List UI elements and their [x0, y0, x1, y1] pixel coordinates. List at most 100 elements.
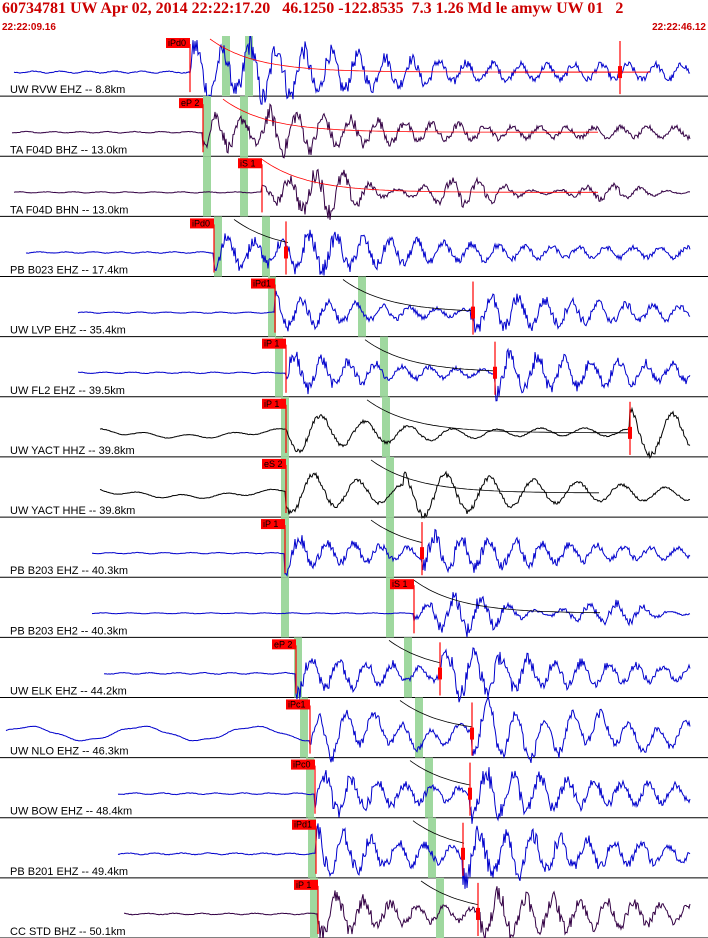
station-label: UW ELK EHZ -- 44.2km — [10, 685, 127, 697]
phase-pick-label: eS 2 — [264, 459, 283, 469]
trace-row[interactable]: eS 2 UW YACT HHE -- 39.8km — [0, 456, 708, 519]
coda-decay-curve — [342, 279, 476, 312]
seismogram-panel[interactable]: iPd0 UW RVW EHZ -- 8.8km eP 2 TA F04D BHZ -… — [0, 36, 708, 938]
waveform[interactable] — [5, 694, 691, 764]
phase-window-band — [436, 877, 444, 938]
trace-row[interactable]: iP 1 PB B203 EHZ -- 40.3km — [0, 517, 708, 578]
waveform[interactable] — [77, 347, 691, 402]
station-label: UW YACT HHZ -- 39.8km — [10, 445, 135, 457]
trace-row[interactable]: iS 1 PB B203 EH2 -- 40.3km — [0, 577, 708, 638]
coda-end-handle[interactable] — [284, 246, 288, 259]
phase-window-band — [404, 637, 412, 698]
phase-pick-flag[interactable] — [261, 519, 285, 530]
trace-row[interactable]: iS 1 TA F04D BHN -- 13.0km — [0, 156, 708, 220]
phase-pick-label: iPd0 — [192, 218, 210, 228]
phase-window-band — [380, 336, 388, 397]
coda-end-handle[interactable] — [493, 366, 497, 379]
phase-pick-flag[interactable] — [251, 278, 275, 289]
phase-window-band — [358, 276, 366, 337]
phase-window-band — [294, 637, 302, 698]
phase-pick-flag[interactable] — [294, 879, 318, 890]
phase-pick-flag[interactable] — [286, 699, 310, 710]
coda-decay-curve — [366, 399, 631, 434]
station-label: PB B203 EH2 -- 40.3km — [10, 625, 127, 637]
coda-end-handle[interactable] — [471, 306, 475, 319]
phase-pick-flag[interactable] — [262, 398, 286, 409]
phase-pick-flag[interactable] — [390, 579, 414, 590]
trace-row[interactable]: iPd0 PB B023 EHZ -- 17.4km — [0, 216, 708, 278]
coda-decay-curve — [364, 339, 498, 372]
trace-row[interactable]: iP 1 UW FL2 EHZ -- 39.5km — [0, 336, 708, 402]
station-label: UW RVW EHZ -- 8.8km — [10, 84, 125, 96]
phase-pick-flag[interactable] — [238, 158, 262, 169]
waveform[interactable] — [92, 528, 691, 578]
coda-end-handle[interactable] — [420, 547, 424, 560]
waveform[interactable] — [99, 470, 691, 519]
waveform[interactable] — [99, 406, 691, 459]
station-label: UW LVP EHZ -- 35.4km — [10, 325, 126, 337]
coda-decay-curve — [420, 880, 479, 905]
coda-end-handle[interactable] — [438, 667, 442, 680]
phase-pick-label: iS 1 — [392, 579, 408, 589]
coda-decay-curve — [261, 158, 598, 193]
phase-pick-flag[interactable] — [262, 338, 286, 349]
phase-window-band — [203, 96, 211, 157]
coda-decay-curve — [370, 519, 423, 543]
waveform[interactable] — [117, 767, 691, 824]
coda-end-handle[interactable] — [476, 907, 480, 920]
phase-window-band — [386, 517, 394, 578]
coda-end-handle[interactable] — [618, 66, 622, 79]
phase-pick-flag[interactable] — [272, 639, 296, 650]
trace-row[interactable]: iPc0 UW BOW EHZ -- 48.4km — [0, 757, 708, 824]
phase-pick-flag[interactable] — [291, 759, 315, 770]
event-title: 60734781 UW Apr 02, 2014 22:22:17.20 46.… — [2, 0, 624, 17]
phase-window-band — [203, 156, 211, 217]
station-label: UW BOW EHZ -- 48.4km — [10, 806, 132, 818]
window-start-time: 22:22:09.16 — [2, 22, 56, 33]
trace-row[interactable]: iPc1 UW NLO EHZ -- 46.3km — [0, 694, 708, 764]
station-label: CC STD BHZ -- 50.1km — [10, 926, 126, 938]
waveform[interactable] — [124, 886, 691, 938]
phase-window-band — [245, 36, 253, 97]
phase-pick-label: iP 1 — [264, 339, 279, 349]
waveform[interactable] — [25, 229, 691, 276]
trace-row[interactable]: iP 1 UW YACT HHZ -- 39.8km — [0, 396, 708, 459]
phase-window-band — [308, 817, 316, 878]
phase-window-band — [214, 216, 222, 277]
phase-window-band — [415, 697, 423, 758]
waveform[interactable] — [11, 103, 691, 159]
phase-window-band — [386, 456, 394, 518]
phase-pick-flag[interactable] — [179, 98, 203, 109]
trace-row[interactable]: eP 2 UW ELK EHZ -- 44.2km — [0, 637, 708, 703]
phase-window-band — [281, 577, 289, 638]
phase-pick-flag[interactable] — [292, 819, 316, 830]
waveform[interactable] — [117, 823, 691, 889]
phase-pick-flag[interactable] — [262, 458, 286, 469]
phase-window-band — [428, 817, 436, 878]
trace-row[interactable]: iPd1 UW LVP EHZ -- 35.4km — [0, 276, 708, 338]
trace-row[interactable]: iPd0 UW RVW EHZ -- 8.8km — [0, 36, 708, 105]
waveform[interactable] — [103, 647, 691, 703]
phase-pick-flag[interactable] — [190, 218, 214, 229]
waveform[interactable] — [13, 36, 691, 105]
coda-decay-curve — [222, 98, 598, 133]
coda-end-handle[interactable] — [461, 847, 465, 860]
waveform[interactable] — [13, 168, 691, 220]
coda-end-handle[interactable] — [468, 787, 472, 800]
trace-row[interactable]: iPd1 PB B201 EHZ -- 49.4km — [0, 817, 708, 889]
trace-row[interactable]: iP 1 CC STD BHZ -- 50.1km — [0, 877, 708, 938]
coda-decay-curve — [399, 700, 473, 728]
phase-pick-flag[interactable] — [166, 38, 190, 48]
phase-window-band — [300, 697, 308, 758]
phase-pick-label: iPd0 — [168, 38, 186, 48]
station-label: TA F04D BHN -- 13.0km — [10, 204, 128, 216]
waveform[interactable] — [91, 592, 691, 638]
phase-window-band — [268, 276, 276, 337]
phase-pick-label: iPc1 — [288, 699, 306, 709]
trace-row[interactable]: eP 2 TA F04D BHZ -- 13.0km — [0, 96, 708, 159]
waveform[interactable] — [77, 290, 691, 333]
station-label: TA F04D BHZ -- 13.0km — [10, 144, 127, 156]
coda-decay-curve — [413, 579, 600, 614]
coda-end-handle[interactable] — [628, 426, 632, 439]
coda-end-handle[interactable] — [470, 727, 474, 740]
